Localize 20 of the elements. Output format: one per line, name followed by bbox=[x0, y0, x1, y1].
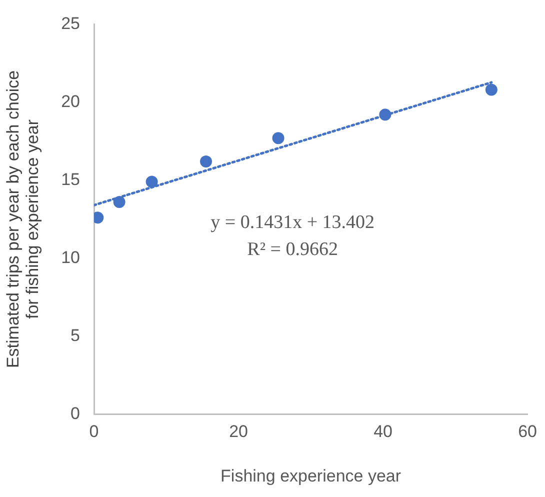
annotation: y = 0.1431x + 13.402 bbox=[210, 212, 375, 234]
y-tick-label: 0 bbox=[70, 404, 80, 423]
annotation: R² = 0.9662 bbox=[247, 239, 338, 260]
x-tick-label: 0 bbox=[89, 422, 99, 442]
y-tick-label: 25 bbox=[61, 14, 80, 33]
y-tick-label: 20 bbox=[61, 92, 80, 111]
point bbox=[200, 155, 212, 168]
y-axis-title: Estimated trips per year by each choice for fishing experience year bbox=[3, 70, 42, 368]
point bbox=[113, 196, 126, 208]
point bbox=[379, 108, 392, 121]
x-axis-title: Fishing experience year bbox=[220, 466, 402, 486]
point bbox=[146, 176, 158, 188]
y-tick-label: 15 bbox=[61, 170, 80, 189]
point bbox=[485, 84, 498, 96]
y-tick-label: 5 bbox=[70, 326, 80, 345]
x-tick-label: 60 bbox=[518, 422, 538, 442]
x-tick-label: 20 bbox=[229, 422, 248, 442]
point bbox=[272, 132, 284, 144]
x-tick-label: 40 bbox=[374, 422, 392, 442]
y-tick-label: 10 bbox=[61, 248, 80, 267]
